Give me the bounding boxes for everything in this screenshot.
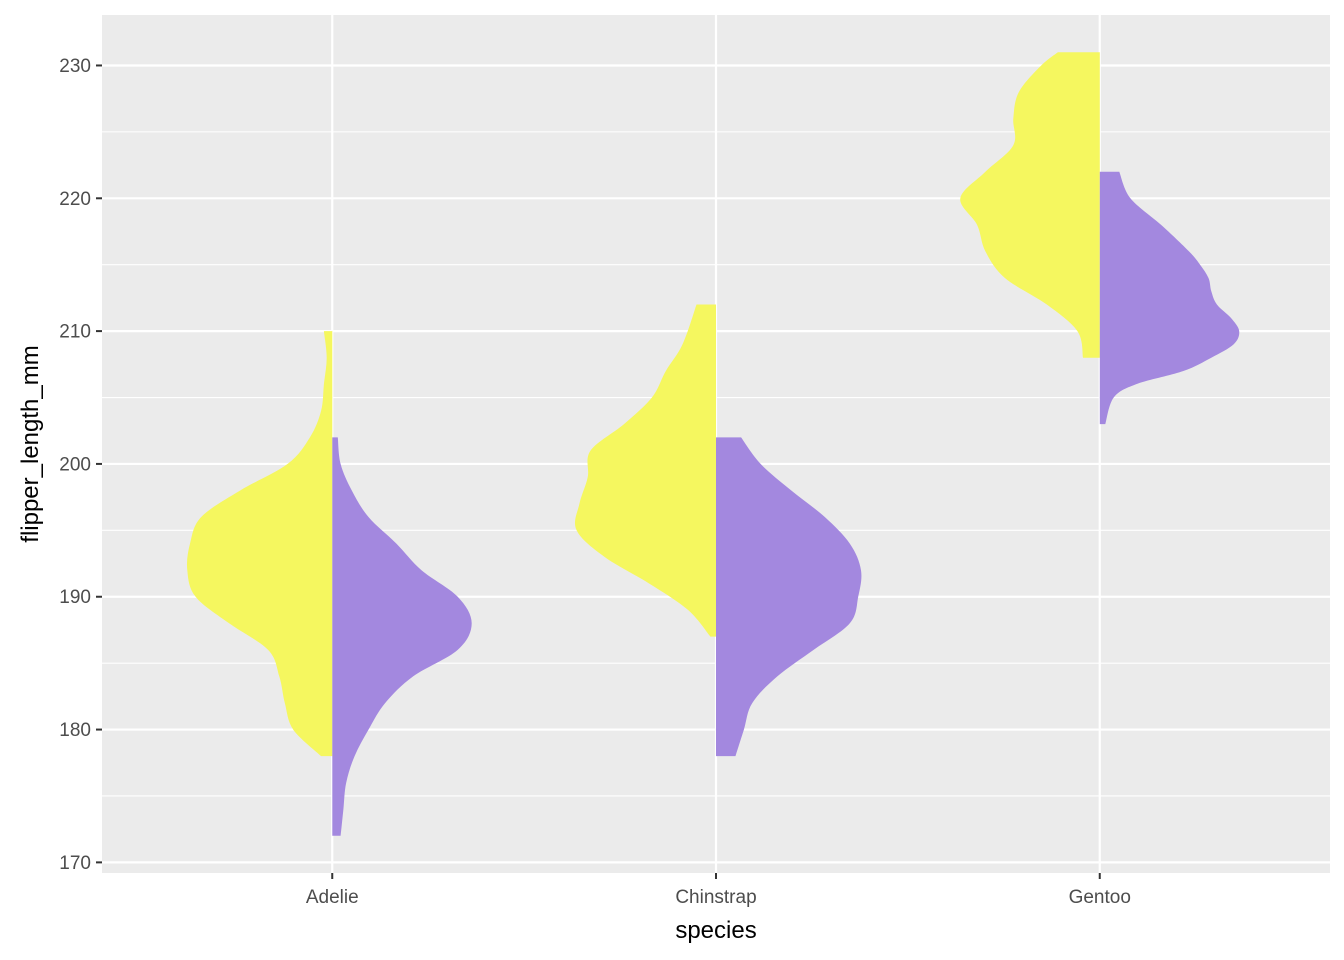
y-tick-label: 190 [59,587,91,608]
violin-shapes [186,52,1240,836]
y-tick-label: 230 [59,56,91,77]
violin-gentoo-right-half [1099,171,1240,425]
y-tick-label: 200 [59,454,91,475]
y-tick-label: 220 [59,189,91,210]
x-tick-label: Gentoo [1069,887,1131,908]
y-tick-label: 170 [59,853,91,874]
violin-adelie-left-half [186,331,333,757]
x-tick-label: Adelie [306,887,359,908]
violin-gentoo-left-half [960,52,1100,358]
x-axis: Adelie Chinstrap Gentoo [306,873,1131,908]
x-axis-title: species [675,917,756,944]
violin-adelie-right-half [332,437,472,836]
y-axis-title: flipper_length_mm [17,345,44,542]
y-tick-label: 180 [59,720,91,741]
y-axis: 170 180 190 200 210 220 230 [59,56,102,874]
x-tick-label: Chinstrap [675,887,756,908]
y-tick-label: 210 [59,322,91,343]
violin-chinstrap-left-half [574,304,716,637]
violin-chinstrap-right-half [716,437,862,757]
